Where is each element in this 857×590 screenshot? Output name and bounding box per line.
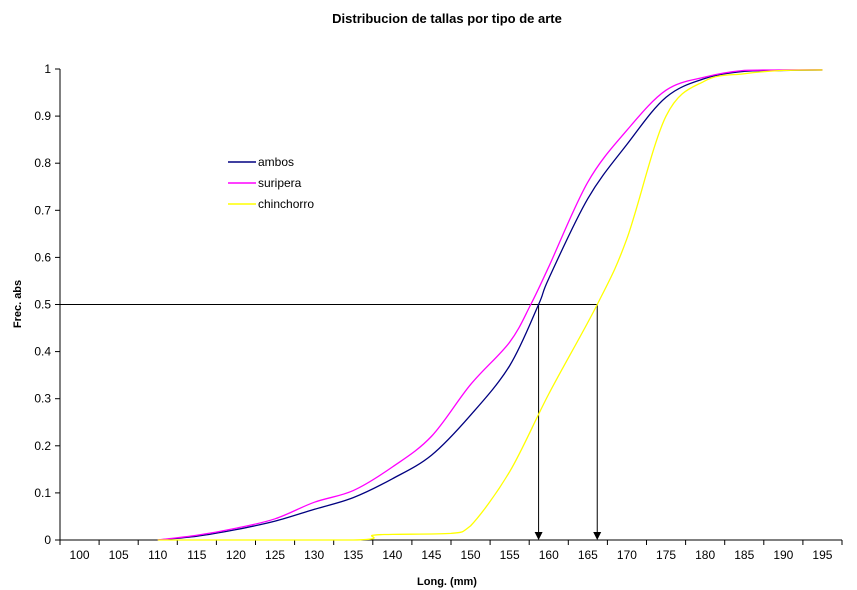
series-line-suripera: [157, 69, 823, 541]
series-lines: [157, 69, 823, 541]
x-tick-label: 170: [617, 548, 637, 562]
x-tick-label: 130: [304, 548, 324, 562]
x-tick-label: 165: [578, 548, 598, 562]
y-tick-label: 0.8: [34, 156, 51, 170]
legend-label-suripera: suripera: [258, 176, 302, 190]
x-tick-label: 155: [500, 548, 520, 562]
x-tick-label: 125: [265, 548, 285, 562]
legend: ambos suripera chinchorro: [228, 155, 314, 211]
legend-label-ambos: ambos: [258, 155, 294, 169]
x-tick-label: 115: [187, 548, 206, 562]
x-axis-label: Long. (mm): [417, 576, 477, 588]
arrow-head-icon: [593, 532, 602, 540]
y-tick-label: 0.4: [34, 345, 51, 359]
y-tick-label: 0.2: [34, 439, 51, 453]
y-tick-label: 0.9: [34, 109, 51, 123]
x-tick-label: 145: [421, 548, 441, 562]
x-tick-label: 120: [226, 548, 246, 562]
y-tick-label: 0.5: [34, 298, 51, 312]
y-tick-label: 0: [44, 533, 51, 547]
x-tick-label: 100: [70, 548, 90, 562]
arrow-head-icon: [534, 532, 543, 540]
x-tick-label: 110: [148, 548, 167, 562]
x-tick-label: 185: [734, 548, 754, 562]
y-tick-label: 0.3: [34, 392, 51, 406]
chart-axes: 0 0.1 0.2 0.3 0.4 0.5 0.6 0.7 0.8 0.9 1 100 105 110 11…: [34, 62, 843, 562]
x-tick-label: 175: [656, 548, 676, 562]
x-tick-label: 195: [812, 548, 832, 562]
x-tick-label: 135: [343, 548, 363, 562]
x-tick-label: 180: [695, 548, 715, 562]
y-tick-label: 1: [44, 62, 51, 76]
x-tick-label: 105: [109, 548, 129, 562]
y-tick-label: 0.7: [34, 203, 51, 217]
series-line-ambos: [157, 69, 823, 541]
x-tick-label: 190: [773, 548, 793, 562]
chart-title: Distribucion de tallas por tipo de arte: [332, 11, 562, 26]
y-axis-label: Frec. abs: [12, 280, 24, 328]
x-tick-label: 150: [461, 548, 481, 562]
y-tick-label: 0.6: [34, 250, 51, 264]
series-line-chinchorro: [157, 69, 823, 541]
reference-lines: [60, 304, 602, 540]
y-tick-label: 0.1: [34, 486, 51, 500]
legend-label-chinchorro: chinchorro: [258, 197, 314, 211]
x-tick-label: 140: [382, 548, 402, 562]
x-tick-label: 160: [539, 548, 559, 562]
